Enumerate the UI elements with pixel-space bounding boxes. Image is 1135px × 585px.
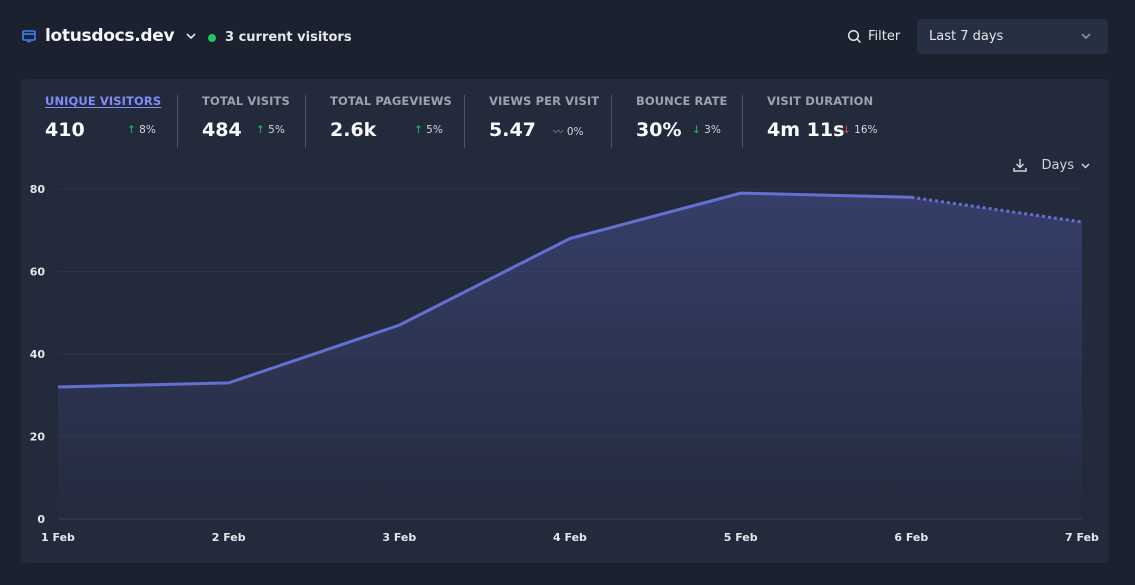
x-tick-label: 2 Feb	[212, 531, 246, 544]
stat-label: UNIQUE VISITORS	[45, 94, 162, 108]
divider	[611, 95, 612, 148]
stat-value: 2.6k	[330, 119, 377, 141]
y-tick-label: 0	[37, 513, 45, 526]
stat-change: 8%	[139, 124, 156, 136]
arrow-down-icon: ↓	[842, 124, 851, 136]
y-tick-label: 20	[30, 431, 46, 444]
arrow-up-icon: ↑	[127, 124, 136, 136]
divider	[464, 95, 465, 148]
arrow-up-icon: ↑	[256, 124, 265, 136]
stat-bounce-rate[interactable]: BOUNCE RATE 30% ↓ 3%	[636, 94, 736, 150]
browser-window-icon	[22, 30, 36, 43]
site-switcher[interactable]: lotusdocs.dev	[22, 26, 198, 46]
stat-change: 0%	[566, 126, 584, 138]
chevron-down-icon	[186, 33, 196, 40]
date-range-label: Last 7 days	[929, 29, 1004, 44]
stat-change: 5%	[426, 124, 443, 136]
live-dot-icon	[208, 33, 216, 42]
stat-change: 16%	[854, 124, 878, 136]
divider	[742, 95, 743, 148]
series-area	[58, 193, 1082, 519]
arrow-up-icon: ↑	[414, 124, 423, 136]
x-tick-label: 5 Feb	[724, 531, 758, 544]
stat-label: VIEWS PER VISIT	[489, 94, 600, 108]
interval-select[interactable]: Days	[1042, 158, 1091, 173]
interval-label: Days	[1041, 157, 1074, 173]
stat-unique-visitors[interactable]: UNIQUE VISITORS 410 ↑ 8%	[45, 94, 162, 150]
filter-button[interactable]: Filter	[847, 29, 900, 44]
series-line	[57, 191, 912, 389]
y-tick-label: 60	[30, 266, 46, 279]
stat-views-per-visit[interactable]: VIEWS PER VISIT 5.47 〰 0%	[489, 94, 599, 150]
stat-total-pageviews[interactable]: TOTAL PAGEVIEWS 2.6k ↑ 5%	[330, 94, 452, 150]
download-icon[interactable]	[1012, 157, 1028, 173]
stat-total-visits[interactable]: TOTAL VISITS 484 ↑ 5%	[202, 94, 302, 150]
stat-label: BOUNCE RATE	[636, 94, 728, 108]
x-tick-label: 6 Feb	[894, 531, 928, 544]
x-tick-label: 3 Feb	[382, 531, 416, 544]
current-visitors-label: 3 current visitors	[225, 30, 352, 45]
data-point-7-feb[interactable]	[1076, 216, 1088, 228]
site-name: lotusdocs.dev	[45, 26, 175, 46]
data-point-3-feb[interactable]	[393, 319, 405, 331]
stat-value: 484	[202, 119, 242, 141]
chevron-down-icon	[1081, 162, 1090, 169]
current-visitors[interactable]: 3 current visitors	[208, 30, 352, 45]
date-range-select[interactable]: Last 7 days	[917, 19, 1108, 54]
stat-value: 30%	[636, 119, 682, 141]
divider	[305, 95, 306, 148]
filter-label: Filter	[868, 29, 901, 44]
x-tick-label: 1 Feb	[41, 531, 75, 544]
stat-value: 4m 11s	[767, 119, 845, 141]
top-bar: lotusdocs.dev 3 current visitors Filter …	[0, 0, 1135, 78]
divider	[177, 95, 178, 148]
data-point-6-feb[interactable]	[905, 191, 917, 203]
stat-change: 5%	[268, 124, 285, 136]
data-point-2-feb[interactable]	[223, 377, 235, 389]
data-point-5-feb[interactable]	[735, 187, 747, 199]
arrow-down-icon: ↓	[692, 124, 701, 136]
stat-visit-duration[interactable]: VISIT DURATION 4m 11s ↓ 16%	[767, 94, 887, 150]
y-tick-label: 40	[30, 348, 46, 361]
stat-label: TOTAL VISITS	[202, 94, 290, 108]
series-line-partial	[911, 195, 1083, 224]
stat-value: 5.47	[489, 119, 536, 141]
data-point-4-feb[interactable]	[564, 233, 576, 245]
stat-label: VISIT DURATION	[767, 94, 874, 108]
search-icon	[847, 29, 862, 44]
stat-value: 410	[45, 119, 85, 141]
flat-trend-icon: 〰	[553, 126, 564, 138]
chart-toolbar: Days	[1012, 157, 1091, 173]
y-tick-label: 80	[30, 183, 46, 196]
data-point-1-feb[interactable]	[52, 381, 64, 393]
chevron-down-icon	[1081, 33, 1091, 39]
x-tick-label: 4 Feb	[553, 531, 587, 544]
stat-change: 3%	[704, 124, 721, 136]
x-tick-label: 7 Feb	[1065, 531, 1099, 544]
stat-label: TOTAL PAGEVIEWS	[330, 94, 452, 108]
